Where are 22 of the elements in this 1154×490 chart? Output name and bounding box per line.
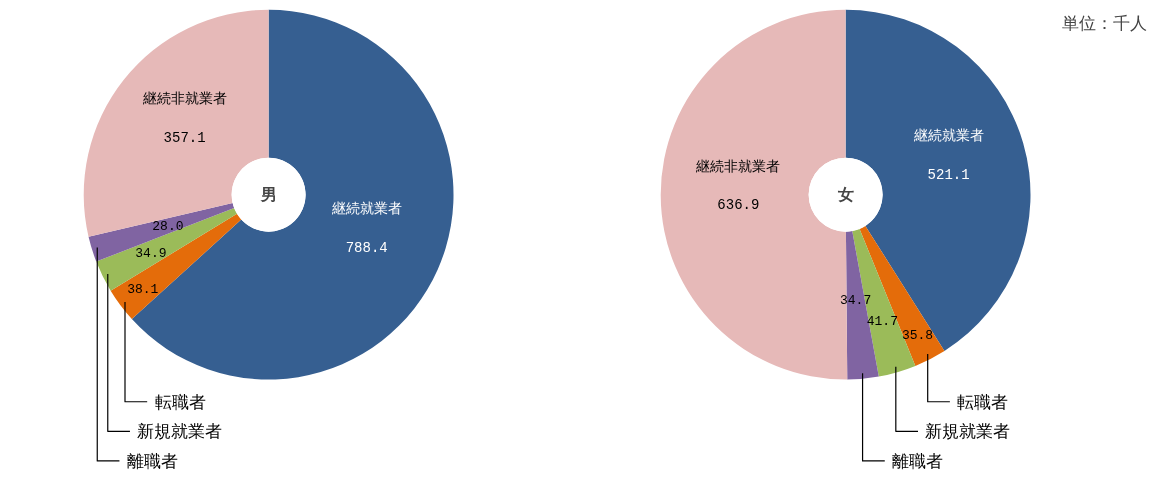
data-label: 41.7 [866, 314, 898, 330]
data-label: 636.9 [717, 197, 760, 214]
slice-label: 転職者 [154, 391, 206, 412]
text: 女 [836, 185, 854, 205]
data-label: 38.1 [127, 282, 159, 298]
data-label: 35.8 [901, 327, 934, 343]
slice-label: 継続非就業者 [141, 90, 227, 107]
text: 単位：千人 [1061, 12, 1147, 33]
slice-label: 継続就業者 [912, 127, 984, 144]
slice-label: 離職者 [892, 450, 944, 471]
data-label: 28.0 [152, 219, 184, 235]
data-label: 34.9 [135, 246, 167, 262]
slice-label: 離職者 [126, 450, 178, 471]
slice-label: 新規就業者 [925, 421, 1011, 442]
slice-label: 転職者 [957, 391, 1009, 412]
text: 男 [259, 185, 277, 205]
data-label: 521.1 [927, 167, 970, 184]
data-label: 788.4 [345, 240, 388, 257]
slice-label: 継続非就業者 [695, 157, 781, 174]
data-label: 357.1 [163, 130, 206, 147]
slice-label: 新規就業者 [137, 421, 223, 442]
slice-label: 継続就業者 [330, 200, 402, 217]
